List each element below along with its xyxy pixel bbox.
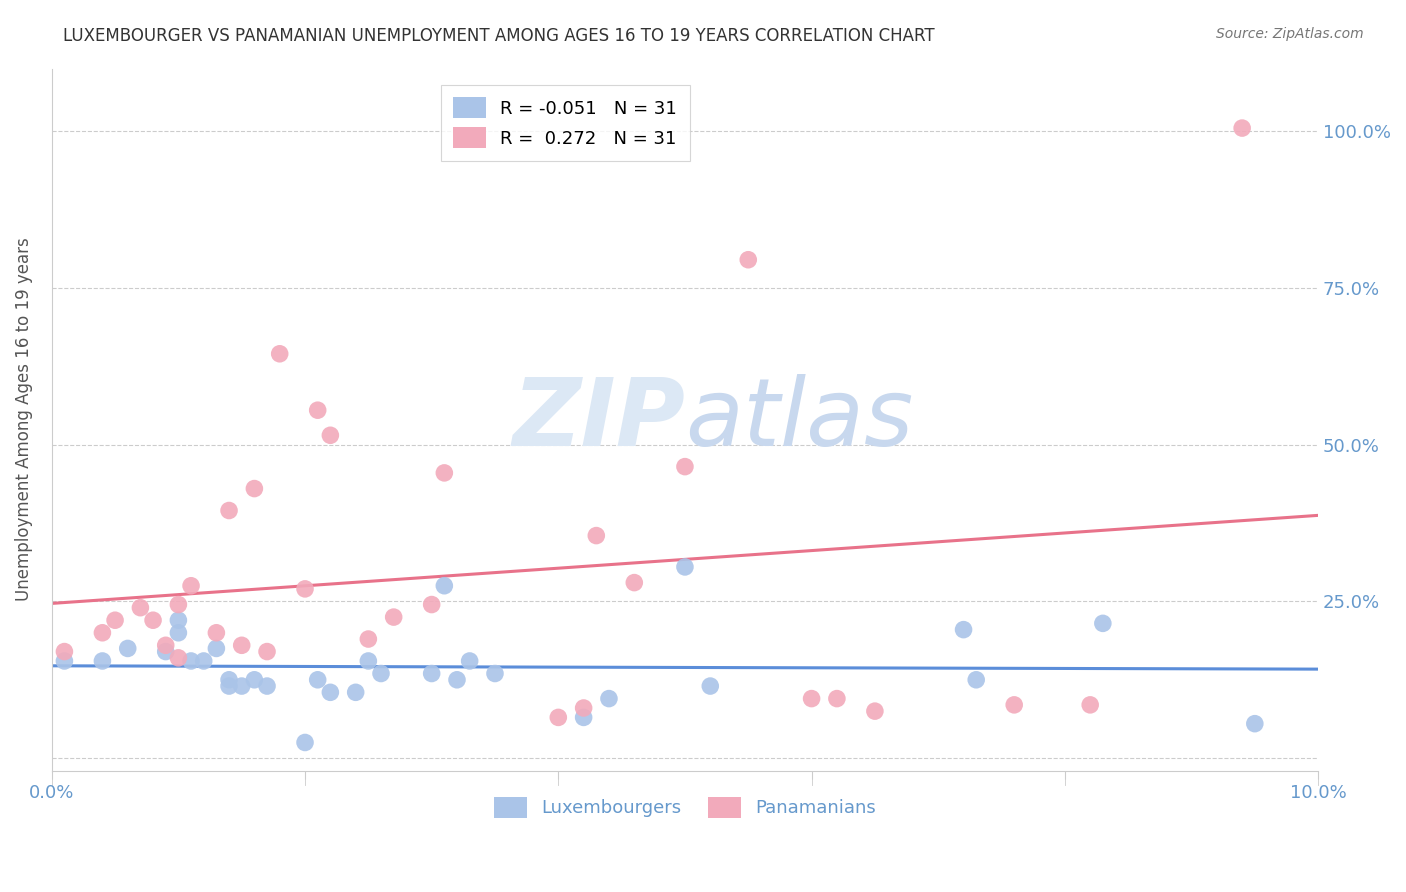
Point <box>420 666 443 681</box>
Point <box>420 598 443 612</box>
Point <box>825 691 848 706</box>
Point <box>433 579 456 593</box>
Point <box>91 654 114 668</box>
Text: ZIP: ZIP <box>512 374 685 466</box>
Point <box>167 650 190 665</box>
Point <box>1002 698 1025 712</box>
Point <box>863 704 886 718</box>
Point <box>155 644 177 658</box>
Point <box>433 466 456 480</box>
Point <box>218 503 240 517</box>
Point <box>357 632 380 646</box>
Point <box>180 579 202 593</box>
Point <box>218 673 240 687</box>
Point <box>53 654 76 668</box>
Point <box>53 644 76 658</box>
Point <box>572 710 595 724</box>
Point <box>952 623 974 637</box>
Point <box>294 582 316 596</box>
Point <box>193 654 215 668</box>
Legend: Luxembourgers, Panamanians: Luxembourgers, Panamanians <box>486 789 883 825</box>
Point <box>699 679 721 693</box>
Point <box>965 673 987 687</box>
Point <box>598 691 620 706</box>
Point <box>167 625 190 640</box>
Point <box>319 685 342 699</box>
Point <box>91 625 114 640</box>
Point <box>737 252 759 267</box>
Point <box>231 679 253 693</box>
Point <box>1230 121 1253 136</box>
Point <box>243 673 266 687</box>
Point <box>1243 716 1265 731</box>
Point <box>129 600 152 615</box>
Point <box>269 347 291 361</box>
Point <box>155 638 177 652</box>
Point <box>484 666 506 681</box>
Point <box>104 613 127 627</box>
Point <box>1078 698 1101 712</box>
Point <box>673 459 696 474</box>
Point <box>167 613 190 627</box>
Point <box>547 710 569 724</box>
Point <box>205 625 228 640</box>
Point <box>307 403 329 417</box>
Point <box>458 654 481 668</box>
Point <box>307 673 329 687</box>
Point <box>231 638 253 652</box>
Point <box>205 641 228 656</box>
Point <box>180 654 202 668</box>
Point <box>370 666 392 681</box>
Point <box>256 679 278 693</box>
Text: LUXEMBOURGER VS PANAMANIAN UNEMPLOYMENT AMONG AGES 16 TO 19 YEARS CORRELATION CH: LUXEMBOURGER VS PANAMANIAN UNEMPLOYMENT … <box>63 27 935 45</box>
Point <box>1091 616 1114 631</box>
Point <box>446 673 468 687</box>
Point <box>382 610 405 624</box>
Point <box>673 560 696 574</box>
Point <box>572 701 595 715</box>
Text: Source: ZipAtlas.com: Source: ZipAtlas.com <box>1216 27 1364 41</box>
Point <box>800 691 823 706</box>
Point <box>319 428 342 442</box>
Point <box>256 644 278 658</box>
Point <box>294 735 316 749</box>
Text: atlas: atlas <box>685 374 912 465</box>
Point <box>357 654 380 668</box>
Point <box>243 482 266 496</box>
Y-axis label: Unemployment Among Ages 16 to 19 years: Unemployment Among Ages 16 to 19 years <box>15 238 32 601</box>
Point <box>117 641 139 656</box>
Point <box>344 685 367 699</box>
Point <box>218 679 240 693</box>
Point <box>142 613 165 627</box>
Point <box>623 575 645 590</box>
Point <box>585 528 607 542</box>
Point <box>167 598 190 612</box>
